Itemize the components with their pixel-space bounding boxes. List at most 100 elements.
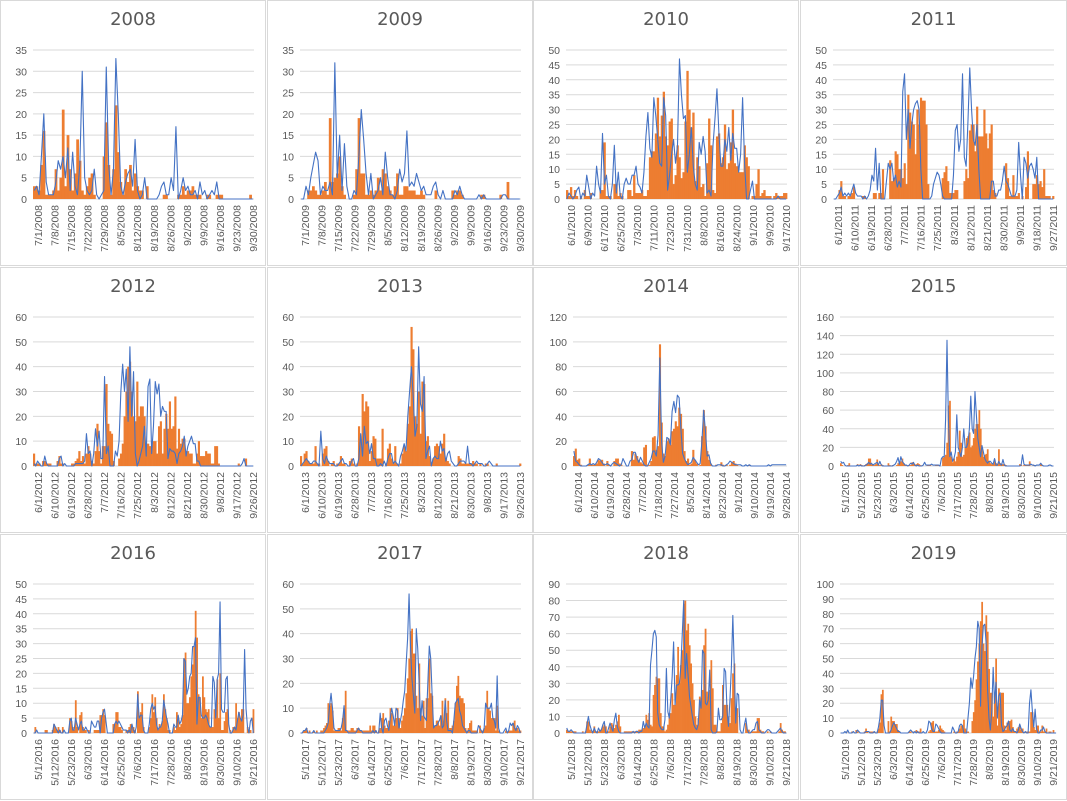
bar xyxy=(666,145,669,199)
bar xyxy=(453,720,455,733)
bar xyxy=(690,663,693,733)
bar xyxy=(374,438,377,466)
x-tick-label: 6/28/2011 xyxy=(883,205,895,251)
bar xyxy=(172,426,175,466)
x-tick-label: 7/6/2019 xyxy=(936,739,948,780)
bar xyxy=(936,731,939,733)
bar xyxy=(215,709,217,733)
bar xyxy=(403,446,406,466)
bar xyxy=(1002,464,1004,466)
bar xyxy=(441,443,444,466)
y-tick-label: 80 xyxy=(555,362,567,374)
bar xyxy=(915,464,918,466)
y-tick-label: 25 xyxy=(15,654,27,666)
y-tick-label: 35 xyxy=(282,45,294,57)
bar-series xyxy=(33,361,248,466)
bar xyxy=(765,196,768,199)
bar xyxy=(383,725,386,733)
bar xyxy=(38,463,41,466)
x-tick-label: 8/21/2012 xyxy=(182,472,194,519)
bar xyxy=(118,727,121,733)
bar xyxy=(438,725,441,733)
y-tick-label: 10 xyxy=(822,713,834,725)
bar xyxy=(236,718,239,733)
bar xyxy=(352,728,354,733)
bar xyxy=(382,713,385,733)
bar xyxy=(874,464,877,466)
bar xyxy=(427,698,429,733)
bar xyxy=(603,724,606,733)
x-tick-label: 8/12/2011 xyxy=(965,205,977,251)
bar xyxy=(457,456,460,466)
bar xyxy=(57,190,60,199)
y-tick-label: 0 xyxy=(21,728,27,740)
bar xyxy=(160,727,162,733)
bar xyxy=(634,453,637,466)
bar xyxy=(571,196,575,199)
bar xyxy=(486,690,489,733)
bar xyxy=(381,428,384,466)
bar xyxy=(985,133,988,199)
bar xyxy=(506,181,510,199)
y-tick-label: 50 xyxy=(15,337,27,349)
x-tick-label: 5/1/2018 xyxy=(566,739,578,780)
x-tick-label: 9/9/2009 xyxy=(465,205,477,246)
x-tick-labels: 6/1/2011 6/10/2011 6/19/2011 6/28/2011 7/7/2… xyxy=(833,205,1060,251)
y-tick-label: 70 xyxy=(548,612,560,624)
bar xyxy=(123,416,126,466)
y-gridlines xyxy=(33,49,254,200)
y-tick-label: 0 xyxy=(828,461,834,473)
bar xyxy=(71,463,74,466)
chart-panel-2013: 2013 0 10 20 30 40 50 60 6/1/2013 6/10/2013 6/19/2… xyxy=(267,267,533,533)
x-tick-label: 5/1/2016 xyxy=(33,739,45,780)
y-tick-label: 45 xyxy=(15,594,27,606)
bar xyxy=(435,720,438,733)
chart-panel-2019: 2019 0 10 20 30 40 50 60 70 80 90 100 5/1/2019 5/12/2… xyxy=(800,534,1067,800)
x-tick-label: 7/11/2010 xyxy=(649,205,661,251)
bar xyxy=(963,719,965,733)
bar xyxy=(671,693,674,733)
bar xyxy=(213,709,216,733)
y-tick-label: 25 xyxy=(548,120,560,132)
bar xyxy=(896,154,899,199)
y-tick-label: 5 xyxy=(821,179,827,191)
bar xyxy=(395,718,398,733)
bar xyxy=(658,344,662,466)
line-series xyxy=(33,57,253,200)
bar xyxy=(678,683,681,733)
x-tick-label: 8/8/2015 xyxy=(984,472,996,513)
y-tick-label: 50 xyxy=(282,337,294,349)
y-tick-label: 50 xyxy=(548,45,560,57)
bar xyxy=(605,726,607,733)
bar xyxy=(953,458,956,466)
bar xyxy=(777,196,780,199)
bar xyxy=(717,133,721,199)
bar xyxy=(130,391,133,466)
bar xyxy=(304,730,307,733)
bar xyxy=(613,728,616,733)
bar xyxy=(165,413,168,466)
bar xyxy=(393,186,397,199)
x-tick-label: 6/14/2018 xyxy=(632,739,644,786)
bar xyxy=(406,678,409,733)
x-tick-label: 8/8/2019 xyxy=(984,739,996,780)
line-series xyxy=(33,601,254,734)
bar xyxy=(495,463,498,466)
bar xyxy=(136,381,139,466)
bar xyxy=(158,724,161,733)
bar xyxy=(603,142,606,199)
x-tick-label: 6/10/2011 xyxy=(850,205,862,251)
line-series xyxy=(300,593,521,734)
y-tick-label: 40 xyxy=(815,75,827,87)
x-tick-label: 9/30/2008 xyxy=(248,205,260,252)
bar xyxy=(945,166,948,199)
x-tick-label: 5/23/2018 xyxy=(599,739,611,786)
bar xyxy=(1025,187,1028,199)
x-tick-labels: 5/1/2016 5/12/2016 5/23/2016 6/3/2016 6/14/2… xyxy=(33,739,260,786)
bar xyxy=(752,731,755,733)
bar xyxy=(341,463,344,466)
bar xyxy=(367,406,370,466)
bar xyxy=(902,463,905,466)
bar xyxy=(723,124,727,199)
